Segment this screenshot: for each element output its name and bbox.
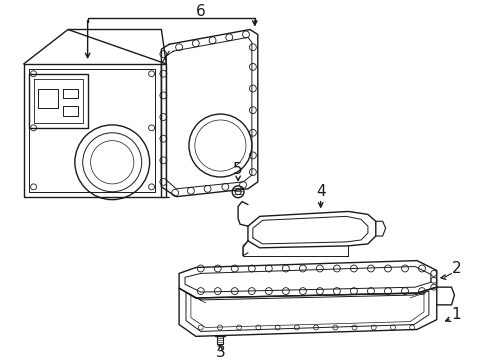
Text: 4: 4	[315, 184, 325, 199]
Text: 1: 1	[450, 307, 460, 322]
Text: 2: 2	[450, 261, 460, 276]
Text: 5: 5	[233, 162, 243, 177]
Text: 3: 3	[215, 345, 225, 360]
Text: 6: 6	[196, 4, 205, 19]
